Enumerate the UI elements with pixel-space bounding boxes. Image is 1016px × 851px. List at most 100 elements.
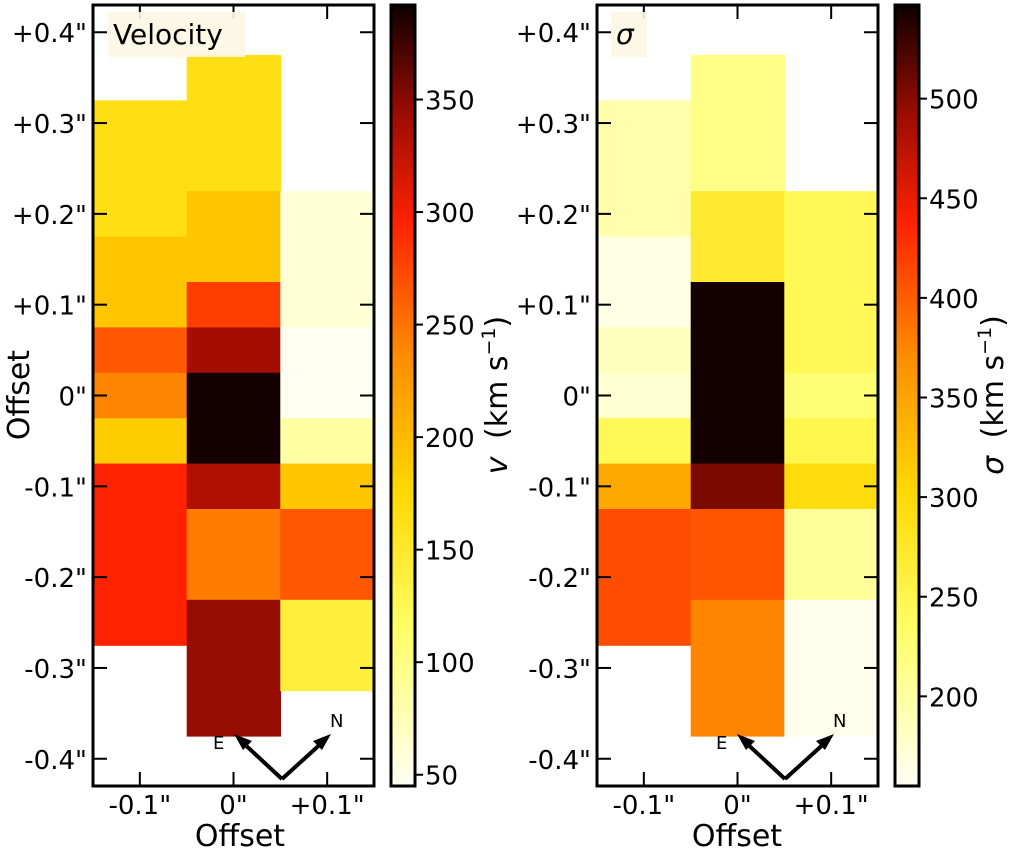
sigma-colorbar-label-close: ) [976, 315, 1011, 327]
sigma-colorbar-tick-label: 250 [929, 584, 979, 614]
sigma-x-tick-labels: -0.1" 0" +0.1" [612, 791, 868, 821]
sigma-cell [690, 463, 785, 510]
sigma-compass-north-label: N [833, 711, 846, 732]
sigma-colorbar-tick-label: 500 [929, 86, 979, 116]
velocity-cell [93, 100, 188, 238]
sigma-cell [784, 418, 879, 465]
velocity-title: Velocity [113, 18, 223, 51]
velocity-cell [186, 509, 281, 601]
velocity-y-tick-label: +0.4" [12, 19, 87, 49]
sigma-x-tick-label: +0.1" [794, 791, 869, 821]
velocity-heatmap-cells [93, 54, 375, 737]
sigma-cell [784, 372, 879, 419]
sigma-cell [690, 282, 785, 465]
velocity-cell [280, 509, 375, 601]
velocity-colorbar-tick-label: 200 [425, 424, 475, 454]
sigma-colorbar-tick-label: 450 [929, 185, 979, 215]
sigma-y-tick-label: +0.2" [516, 201, 591, 231]
velocity-colorbar-ticks: 50 100 150 200 250 300 350 [415, 87, 475, 792]
sigma-colorbar-tick-label: 300 [929, 484, 979, 514]
sigma-colorbar-tick-label: 350 [929, 384, 979, 414]
velocity-cell [280, 463, 375, 510]
velocity-y-tick-label: +0.3" [12, 110, 87, 140]
velocity-compass-north-arrow [280, 738, 327, 781]
velocity-y-tick-label: -0.2" [24, 564, 87, 594]
sigma-y-tick-label: -0.3" [528, 655, 591, 685]
velocity-ticks [93, 5, 374, 786]
velocity-y-tick-label: 0" [58, 383, 87, 413]
velocity-cell [93, 418, 188, 465]
velocity-cell [186, 463, 281, 510]
velocity-cell [186, 372, 281, 465]
velocity-x-tick-labels: -0.1" 0" +0.1" [108, 791, 364, 821]
velocity-colorbar-label-units: (km s [480, 355, 515, 438]
velocity-y-tick-labels: +0.4" +0.3" +0.2" +0.1" 0" -0.1" -0.2" -0.3" -0.… [12, 19, 87, 776]
velocity-y-axis-label: Offset [2, 350, 37, 440]
velocity-x-tick-label: 0" [219, 791, 248, 821]
velocity-y-tick-label: -0.4" [24, 746, 87, 776]
velocity-cell [93, 327, 188, 374]
velocity-x-axis-label: Offset [195, 819, 285, 851]
sigma-y-tick-label: +0.1" [516, 292, 591, 322]
velocity-colorbar-label-exp: −1 [478, 327, 500, 355]
velocity-compass-east-arrowhead [234, 734, 252, 750]
velocity-colorbar-tick-label: 100 [425, 649, 475, 679]
velocity-colorbar-tick-label: 350 [425, 87, 475, 117]
velocity-cell [186, 599, 281, 737]
sigma-cell [597, 509, 692, 646]
sigma-cell [597, 100, 692, 238]
velocity-colorbar-label-symbol: v [480, 455, 515, 474]
sigma-y-tick-label: -0.1" [528, 473, 591, 503]
velocity-x-tick-label: +0.1" [290, 791, 365, 821]
velocity-y-tick-label: +0.2" [12, 201, 87, 231]
velocity-cell [280, 418, 375, 465]
velocity-y-tick-label: -0.1" [24, 473, 87, 503]
velocity-colorbar: 50 100 150 200 250 300 350 v (km s−1) [389, 3, 515, 792]
velocity-cell [280, 327, 375, 419]
sigma-cell [690, 509, 785, 601]
sigma-cell [690, 54, 785, 192]
sigma-cell [597, 236, 692, 328]
sigma-cell [597, 327, 692, 374]
velocity-cell [93, 236, 188, 328]
sigma-x-tick-label: 0" [723, 791, 752, 821]
sigma-title-box [611, 12, 647, 57]
velocity-colorbar-tick-label: 300 [425, 199, 475, 229]
velocity-cell [280, 191, 375, 328]
velocity-colorbar-tick-label: 150 [425, 537, 475, 567]
velocity-title-box [108, 12, 245, 57]
sigma-compass-east-label: E [716, 733, 727, 754]
sigma-colorbar-tick-label: 200 [929, 683, 979, 713]
velocity-y-tick-label: +0.1" [12, 292, 87, 322]
sigma-colorbar-label: σ (km s−1) [974, 315, 1011, 475]
velocity-compass-north-label: N [330, 711, 343, 732]
sigma-x-axis-label: Offset [692, 819, 782, 851]
velocity-compass-east-arrow [238, 738, 284, 781]
sigma-compass-east-arrowhead [737, 734, 755, 750]
velocity-cell [186, 54, 281, 192]
velocity-cell [186, 327, 281, 374]
sigma-colorbar-ticks: 200 250 300 350 400 450 500 [919, 86, 979, 713]
sigma-cell [690, 191, 785, 283]
sigma-compass-east-arrow [741, 738, 787, 781]
velocity-compass-north-arrowhead [313, 734, 331, 750]
sigma-y-tick-label: 0" [562, 383, 591, 413]
velocity-cell [93, 372, 188, 419]
sigma-cell [597, 372, 692, 419]
sigma-cell [784, 599, 879, 737]
velocity-compass-east-label: E [213, 733, 224, 754]
velocity-cell [280, 599, 375, 692]
velocity-y-tick-label: -0.3" [24, 655, 87, 685]
sigma-y-tick-labels: +0.4" +0.3" +0.2" +0.1" 0" -0.1" -0.2" -0.3" -0.… [516, 19, 591, 776]
velocity-x-tick-label: -0.1" [108, 791, 171, 821]
sigma-title: σ [616, 18, 635, 51]
velocity-colorbar-tick-label: 250 [425, 312, 475, 342]
sigma-colorbar: 200 250 300 350 400 450 500 σ (km s−1) [893, 3, 1011, 788]
sigma-colorbar-gradient [893, 3, 921, 788]
sigma-y-tick-label: +0.4" [516, 19, 591, 49]
sigma-y-tick-label: -0.2" [528, 564, 591, 594]
sigma-colorbar-label-exp: −1 [974, 327, 996, 355]
sigma-colorbar-label-symbol: σ [976, 455, 1011, 475]
sigma-panel: +0.4" +0.3" +0.2" +0.1" 0" -0.1" -0.2" -0.3" -0.… [516, 3, 1011, 851]
